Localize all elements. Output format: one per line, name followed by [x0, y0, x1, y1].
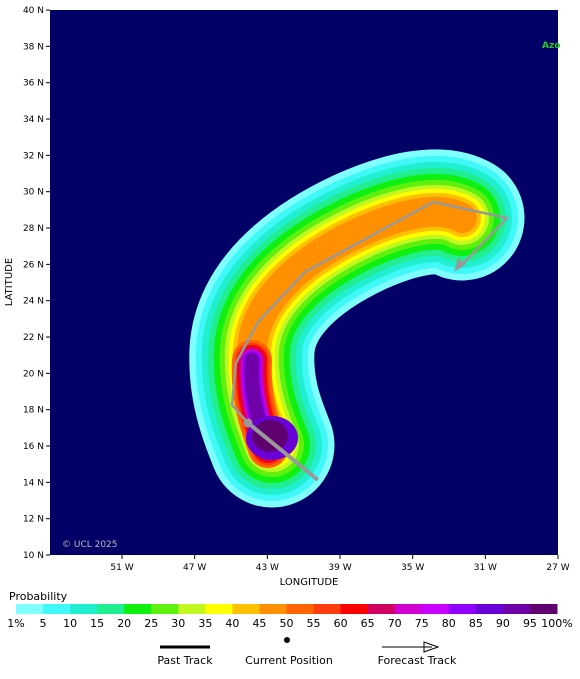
x-axis-label: LONGITUDE	[280, 577, 339, 588]
legend-swatch	[178, 604, 206, 614]
legend-label: 20	[117, 617, 131, 630]
current-position-key	[284, 637, 290, 643]
forecast-track	[230, 200, 510, 424]
legend-label: 70	[388, 617, 402, 630]
legend-label: 30	[171, 617, 185, 630]
lon-axis: 51 W 47 W 43 W 39 W 35 W 31 W 27 W	[110, 555, 570, 573]
legend-swatch	[367, 604, 396, 614]
legend-label: 1%	[7, 617, 24, 630]
legend-swatch	[205, 604, 233, 614]
legend-swatch	[70, 604, 98, 614]
lat-tick-label: 10 N	[23, 551, 44, 561]
legend-label: 45	[252, 617, 266, 630]
legend-swatch	[16, 604, 44, 614]
probability-core	[252, 420, 288, 452]
legend-swatch	[394, 604, 423, 614]
past-track	[246, 421, 320, 482]
legend-label: 95	[523, 617, 537, 630]
credit: © UCL 2025	[62, 540, 118, 550]
lat-tick-label: 26 N	[23, 260, 44, 270]
legend-swatch	[151, 604, 179, 614]
legend-label: 90	[496, 617, 510, 630]
legend-swatch	[421, 604, 450, 614]
legend-swatch	[97, 604, 125, 614]
legend-swatch	[448, 604, 477, 614]
lat-tick-label: 12 N	[23, 515, 44, 525]
legend-swatch	[43, 604, 71, 614]
legend: 1% 5 10 15 20 25 30 35 40 45 50 55 60 65 70 75 80 85 90 95 1…	[7, 604, 573, 630]
lat-tick-label: 34 N	[23, 115, 44, 125]
legend-label: Current Position	[245, 654, 333, 667]
legend-swatch	[340, 604, 369, 614]
legend-label: 80	[442, 617, 456, 630]
legend-swatch	[232, 604, 260, 614]
lat-tick-label: 22 N	[23, 333, 44, 343]
legend-label: 25	[144, 617, 158, 630]
lon-tick-label: 31 W	[474, 563, 497, 573]
lon-tick-label: 39 W	[328, 563, 351, 573]
legend-swatch	[529, 604, 558, 614]
legend-label: 5	[40, 617, 47, 630]
lon-tick-label: 27 W	[546, 563, 569, 573]
lon-tick-label: 47 W	[183, 563, 206, 573]
legend-swatch	[502, 604, 531, 614]
legend-swatch	[475, 604, 504, 614]
lat-tick-label: 18 N	[23, 406, 44, 416]
legend-label: Forecast Track	[378, 654, 457, 667]
legend-label: 50	[280, 617, 294, 630]
forecast-arrow-key	[423, 641, 440, 653]
lat-tick-label: 30 N	[23, 188, 44, 198]
lon-tick-label: 35 W	[401, 563, 424, 573]
lat-tick-label: 32 N	[23, 151, 44, 161]
lat-tick-label: 14 N	[23, 478, 44, 488]
legend-label: 100%	[541, 617, 572, 630]
legend-label: 55	[307, 617, 321, 630]
current-position	[243, 418, 253, 428]
lat-tick-label: 36 N	[23, 79, 44, 89]
lat-tick-label: 20 N	[23, 369, 44, 379]
lat-tick-label: 38 N	[23, 42, 44, 52]
legend-swatch	[286, 604, 315, 614]
legend-label: 10	[63, 617, 77, 630]
lat-tick-label: 28 N	[23, 224, 44, 234]
legend-label: 85	[469, 617, 483, 630]
y-axis-label: LATITUDE	[4, 258, 15, 306]
lon-tick-label: 43 W	[256, 563, 279, 573]
lon-tick-label: 51 W	[110, 563, 133, 573]
legend-label: 65	[361, 617, 375, 630]
legend-title: Probability	[9, 590, 68, 603]
legend-label: 60	[334, 617, 348, 630]
legend-label: 35	[198, 617, 212, 630]
legend-label: 15	[90, 617, 104, 630]
lat-axis: 10 N 12 N 14 N 16 N 18 N 20 N 22 N 24 N 26 N 28 N…	[23, 6, 50, 561]
forecast-arrow	[454, 258, 466, 272]
probability-swath	[189, 149, 525, 508]
legend-swatch	[313, 604, 342, 614]
legend-label: 40	[225, 617, 239, 630]
legend-swatch	[259, 604, 287, 614]
lat-tick-label: 40 N	[23, 6, 44, 16]
legend-label: Past Track	[157, 654, 213, 667]
legend-swatch	[124, 604, 152, 614]
place-label: Azo	[542, 41, 560, 51]
lat-tick-label: 24 N	[23, 297, 44, 307]
lat-tick-label: 16 N	[23, 442, 44, 452]
legend-label: 75	[415, 617, 429, 630]
